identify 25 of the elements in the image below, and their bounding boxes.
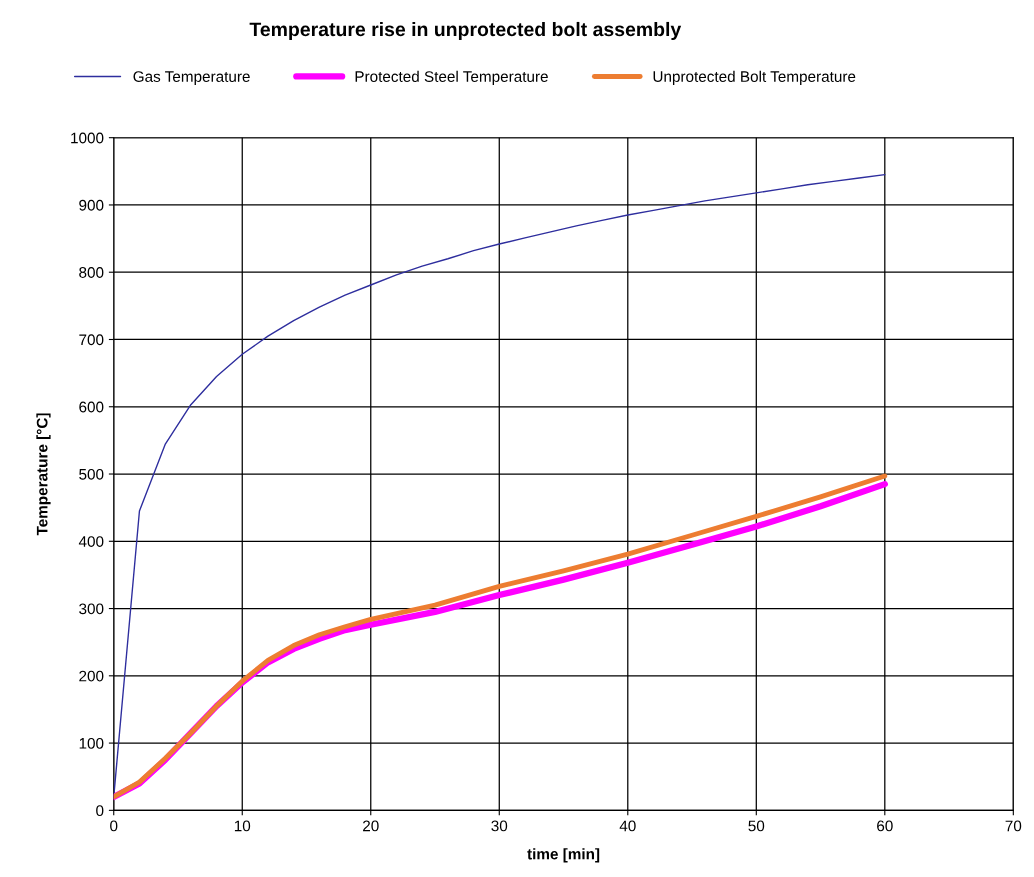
y-tick-label: 400	[78, 536, 104, 547]
legend-label: Unprotected Bolt Temperature	[653, 70, 856, 85]
y-tick-label: 100	[79, 737, 104, 749]
y-tick-label: 200	[79, 670, 104, 682]
x-tick-label: 70	[1005, 820, 1022, 832]
y-tick-label: 900	[79, 199, 104, 211]
x-tick-label: 10	[234, 820, 251, 832]
y-tick-label: 700	[79, 334, 104, 346]
x-axis-title: time [min]	[527, 848, 600, 863]
x-tick-label: 40	[619, 820, 636, 832]
x-tick-label: 60	[877, 820, 893, 832]
y-tick-label: 800	[79, 267, 104, 278]
y-tick-label: 300	[79, 603, 104, 615]
y-tick-label: 600	[79, 401, 104, 413]
x-tick-label: 50	[748, 820, 765, 832]
y-tick-label: 500	[79, 468, 104, 480]
y-tick-label: 0	[96, 805, 104, 817]
y-axis-title: Temperature [°C]	[36, 413, 51, 536]
x-tick-label: 0	[110, 820, 118, 832]
x-tick-label: 20	[363, 820, 379, 832]
chart-title: Temperature rise in unprotected bolt assembly	[249, 21, 682, 41]
legend-label: Gas Temperature	[133, 71, 250, 85]
x-tick-label: 30	[491, 820, 508, 832]
legend-label: Protected Steel Temperature	[355, 70, 548, 85]
y-tick-label: 1000	[71, 132, 104, 144]
